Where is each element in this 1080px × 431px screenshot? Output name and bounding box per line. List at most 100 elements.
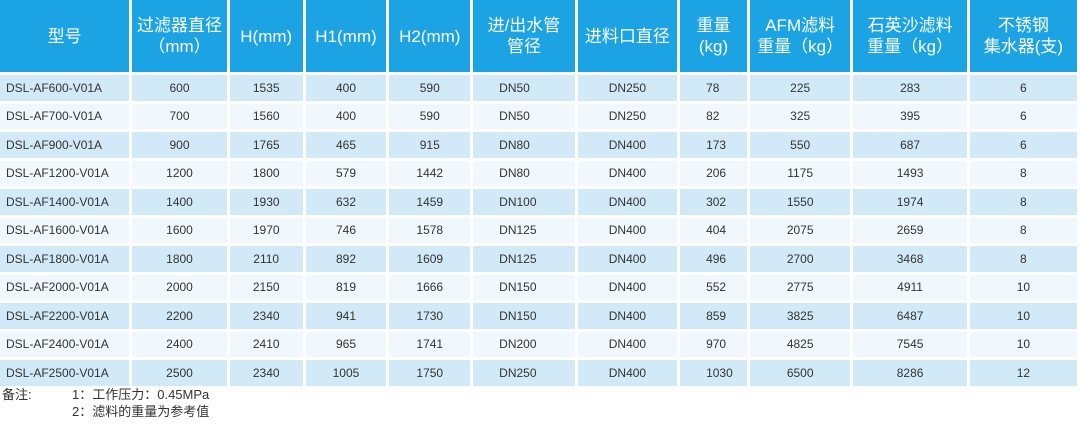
table-cell: 1765	[229, 132, 303, 158]
table-cell: 970	[680, 331, 747, 357]
table-row: DSL-AF2000-V01A 2000 2150 819 1666 DN150 DN400…	[0, 274, 1077, 300]
table-cell: 965	[305, 331, 387, 357]
table-cell: 404	[680, 217, 747, 243]
table-cell: 206	[680, 160, 747, 186]
column-header: H(mm)	[229, 0, 303, 72]
column-header: H1(mm)	[305, 0, 387, 72]
table-cell: DSL-AF1200-V01A	[0, 160, 130, 186]
table-cell: DN50	[473, 75, 575, 101]
table-cell: 1800	[229, 160, 303, 186]
table-cell: 1741	[389, 331, 471, 357]
table-cell: 6	[969, 103, 1077, 129]
table-row: DSL-AF700-V01A 700 1560 400 590 DN50 DN250 82 32…	[0, 103, 1077, 129]
table-cell: 1030	[680, 360, 747, 386]
table-cell: DN400	[577, 160, 678, 186]
table-cell: 6500	[749, 360, 851, 386]
table-cell: DN125	[473, 246, 575, 272]
column-header: 过滤器直径 （mm）	[132, 0, 227, 72]
table-cell: 400	[305, 103, 387, 129]
table-cell: 590	[389, 75, 471, 101]
table-cell: DSL-AF2200-V01A	[0, 303, 130, 329]
table-cell: DN200	[473, 331, 575, 357]
table-cell: 1400	[132, 189, 227, 215]
table-cell: 700	[132, 103, 227, 129]
table-cell: DN80	[473, 160, 575, 186]
table-row: DSL-AF1600-V01A 1600 1970 746 1578 DN125 DN400…	[0, 217, 1077, 243]
table-cell: 1930	[229, 189, 303, 215]
table-cell: DN400	[577, 303, 678, 329]
table-cell: 2000	[132, 274, 227, 300]
table-cell: 8286	[853, 360, 967, 386]
table-cell: 1750	[389, 360, 471, 386]
table-cell: 225	[749, 75, 851, 101]
table-cell: 1200	[132, 160, 227, 186]
table-cell: 10	[969, 303, 1077, 329]
table-cell: 2700	[749, 246, 851, 272]
table-cell: 941	[305, 303, 387, 329]
table-cell: 550	[749, 132, 851, 158]
table-cell: 3468	[853, 246, 967, 272]
table-cell: 10	[969, 331, 1077, 357]
table-cell: 8	[969, 246, 1077, 272]
table-cell: 2150	[229, 274, 303, 300]
table-cell: DSL-AF1600-V01A	[0, 217, 130, 243]
table-cell: 1970	[229, 217, 303, 243]
column-header: AFM滤料 重量（kg）	[749, 0, 851, 72]
column-header: 进/出水管 管径	[473, 0, 575, 72]
table-cell: 1974	[853, 189, 967, 215]
table-cell: 7545	[853, 331, 967, 357]
table-cell: DN125	[473, 217, 575, 243]
table-cell: DN80	[473, 132, 575, 158]
column-header: 重量 (kg)	[680, 0, 747, 72]
table-cell: DN400	[577, 217, 678, 243]
table-cell: 6487	[853, 303, 967, 329]
table-cell: 579	[305, 160, 387, 186]
table-cell: DN50	[473, 103, 575, 129]
spec-table: 型号 过滤器直径 （mm） H(mm) H1(mm) H2(mm) 进/出水管 管径 进料口直径…	[0, 0, 1077, 386]
table-cell: 1535	[229, 75, 303, 101]
table-cell: 900	[132, 132, 227, 158]
table-cell: 2110	[229, 246, 303, 272]
table-cell: 2340	[229, 360, 303, 386]
table-cell: 8	[969, 160, 1077, 186]
table-cell: DSL-AF600-V01A	[0, 75, 130, 101]
table-cell: 2340	[229, 303, 303, 329]
table-cell: 2075	[749, 217, 851, 243]
table-cell: DN250	[577, 103, 678, 129]
table-cell: 1666	[389, 274, 471, 300]
table-cell: 82	[680, 103, 747, 129]
table-cell: DN250	[577, 75, 678, 101]
table-cell: 2500	[132, 360, 227, 386]
table-cell: 325	[749, 103, 851, 129]
table-cell: DSL-AF2000-V01A	[0, 274, 130, 300]
table-cell: 2410	[229, 331, 303, 357]
table-cell: 1442	[389, 160, 471, 186]
header-row: 型号 过滤器直径 （mm） H(mm) H1(mm) H2(mm) 进/出水管 管径 进料口直径…	[0, 0, 1077, 72]
table-cell: 6	[969, 132, 1077, 158]
table-cell: 1800	[132, 246, 227, 272]
table-cell: DSL-AF1800-V01A	[0, 246, 130, 272]
table-cell: 746	[305, 217, 387, 243]
table-cell: 687	[853, 132, 967, 158]
table-cell: 465	[305, 132, 387, 158]
table-cell: 6	[969, 75, 1077, 101]
column-header: 型号	[0, 0, 130, 72]
table-cell: 78	[680, 75, 747, 101]
table-cell: 892	[305, 246, 387, 272]
table-cell: 2400	[132, 331, 227, 357]
table-cell: 10	[969, 274, 1077, 300]
column-header: 石英沙滤料 重量（kg）	[853, 0, 967, 72]
table-body: DSL-AF600-V01A 600 1535 400 590 DN50 DN250 78 22…	[0, 75, 1077, 386]
table-cell: 1609	[389, 246, 471, 272]
table-cell: 1560	[229, 103, 303, 129]
table-cell: 1005	[305, 360, 387, 386]
table-cell: 173	[680, 132, 747, 158]
table-cell: DN400	[577, 132, 678, 158]
table-cell: 400	[305, 75, 387, 101]
table-row: DSL-AF600-V01A 600 1535 400 590 DN50 DN250 78 22…	[0, 75, 1077, 101]
table-cell: 2200	[132, 303, 227, 329]
table-cell: DN400	[577, 360, 678, 386]
table-cell: 3825	[749, 303, 851, 329]
table-cell: DN150	[473, 303, 575, 329]
table-cell: 600	[132, 75, 227, 101]
